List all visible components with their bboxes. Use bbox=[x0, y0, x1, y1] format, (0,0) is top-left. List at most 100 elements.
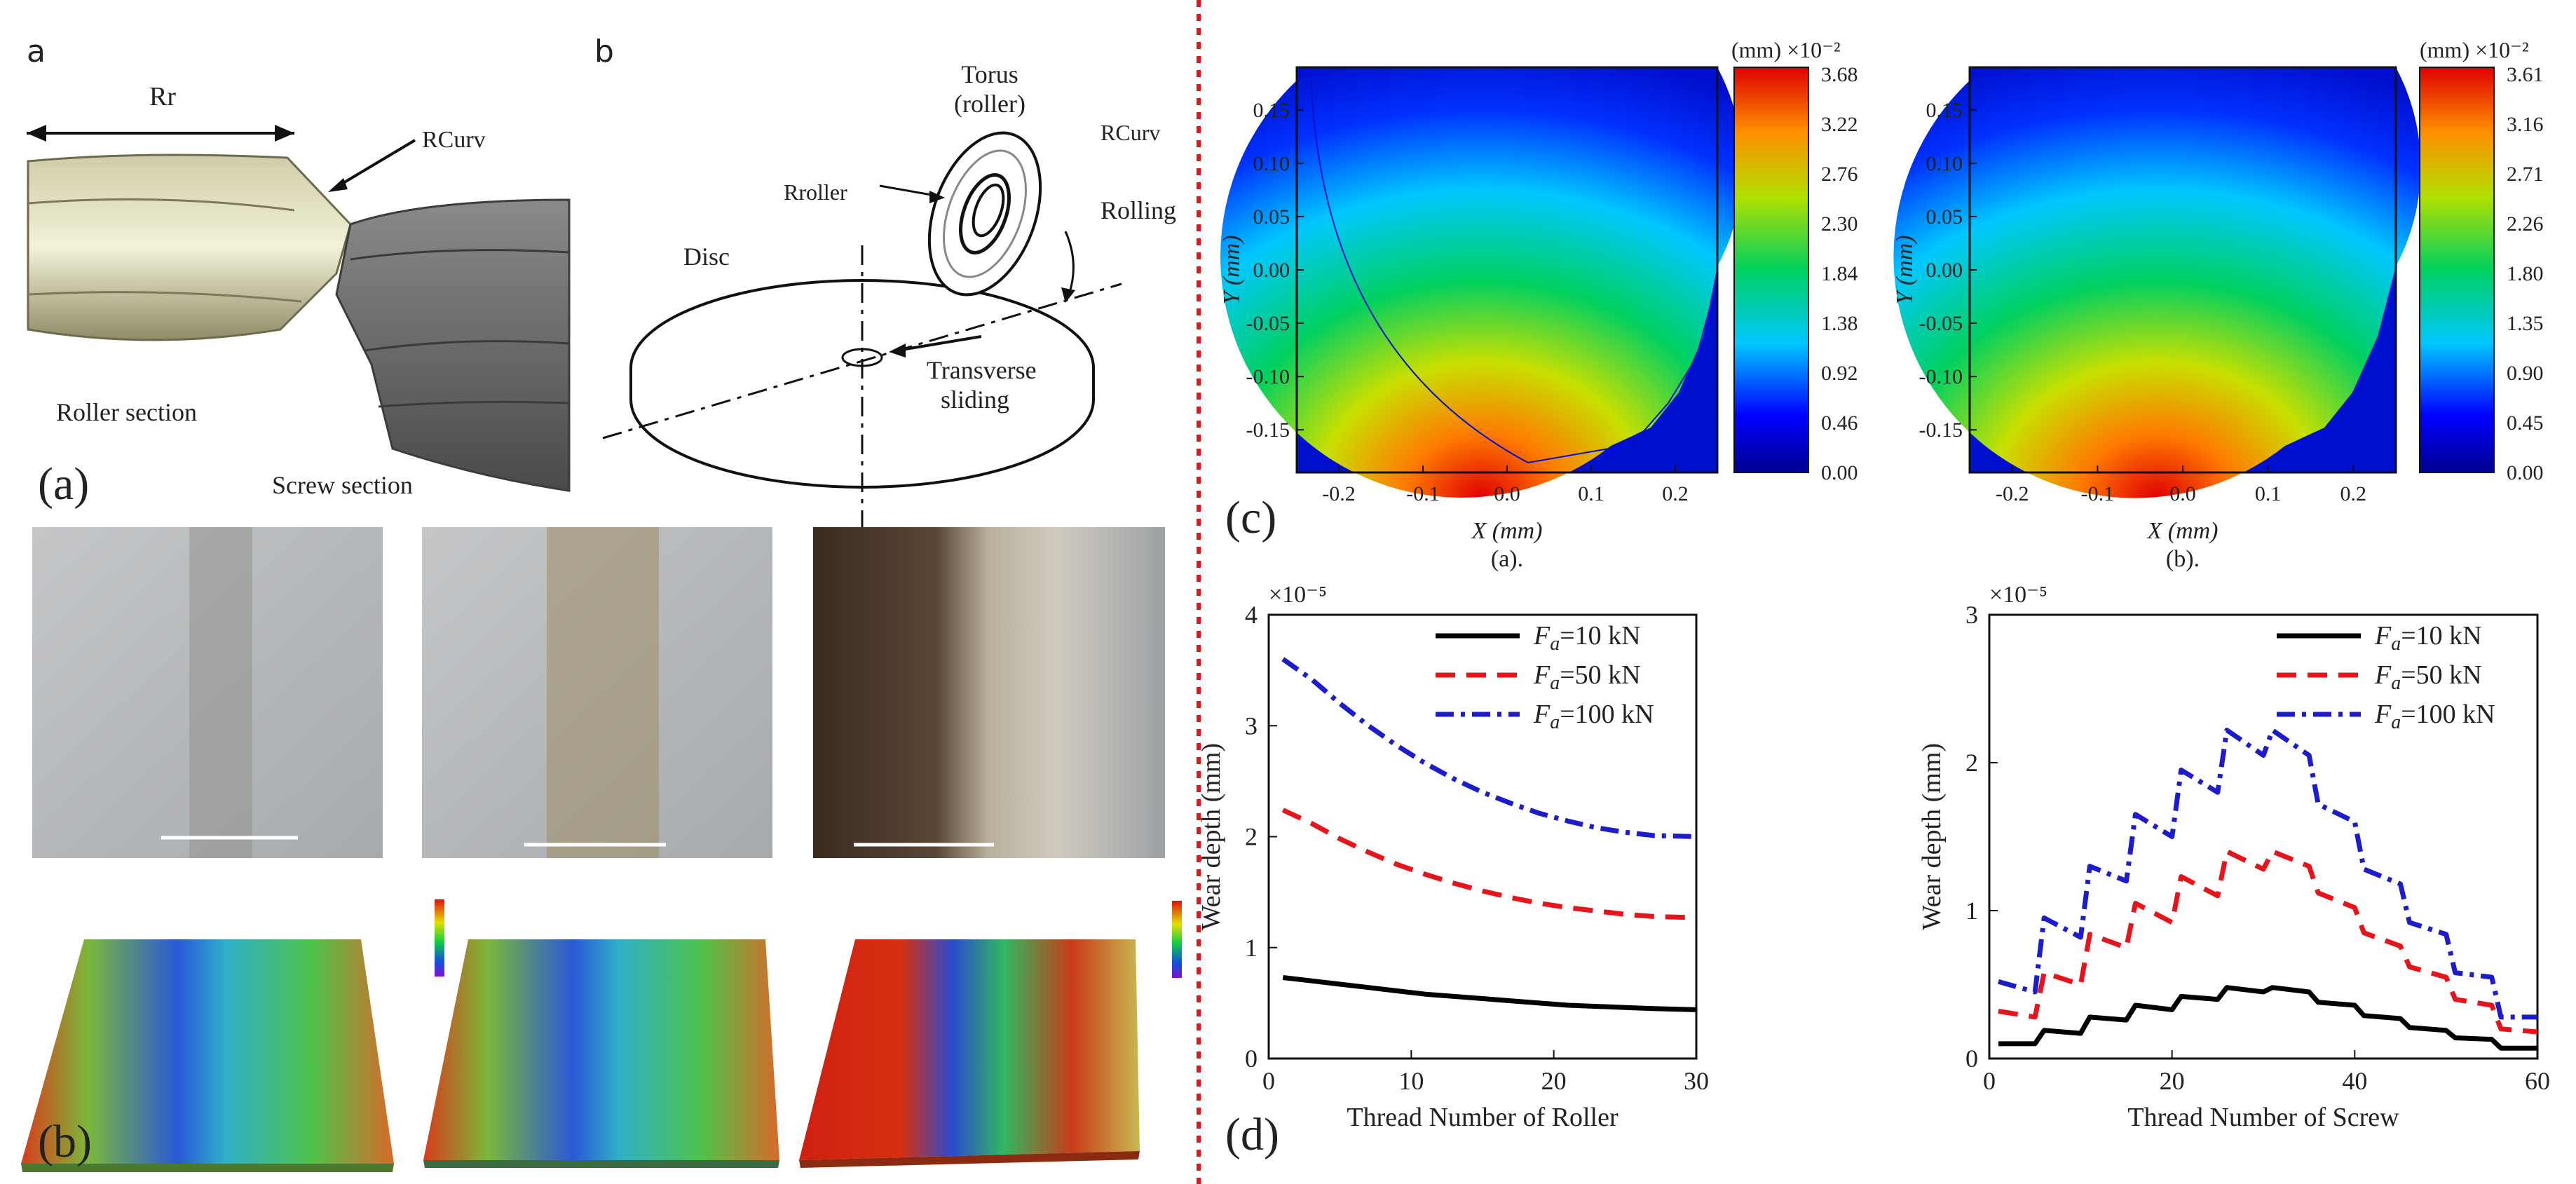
heatmap-a-ytick-label: -0.05 bbox=[1246, 312, 1290, 335]
heatmap-a-ylabel: Y (mm) bbox=[1219, 235, 1245, 304]
xtick-label: 0 bbox=[1983, 1067, 1996, 1095]
heatmap-b-xtick-label: 0.1 bbox=[2255, 482, 2282, 505]
heatmap-b-xtick-label: -0.2 bbox=[1996, 482, 2029, 505]
microscope-photos bbox=[32, 527, 1165, 858]
heatmap-b-ytick-label: -0.15 bbox=[1919, 419, 1963, 442]
label-b-small: b bbox=[594, 34, 614, 69]
roller-paren-label: (roller) bbox=[954, 90, 1025, 118]
xtick-label: 30 bbox=[1684, 1067, 1709, 1095]
ytick-label: 1 bbox=[1245, 934, 1258, 962]
surface-2 bbox=[423, 939, 779, 1160]
heatmap-a-colorbar-label: 3.22 bbox=[1821, 113, 1858, 136]
transverse-label: Transverse bbox=[927, 356, 1037, 384]
ytick-label: 2 bbox=[1965, 749, 1978, 777]
xtick-label: 40 bbox=[2342, 1067, 2367, 1095]
rr-label: Rr bbox=[149, 82, 176, 111]
legend-label: Fa=50 kN bbox=[1533, 660, 1641, 694]
heatmap-b-colorbar-label: 1.80 bbox=[2507, 262, 2544, 285]
heatmap-b-ytick-label: 0.10 bbox=[1926, 152, 1963, 175]
color-scale-1 bbox=[435, 899, 444, 977]
ytick-label: 0 bbox=[1965, 1044, 1978, 1073]
heatmap-a-sublabel: (a). bbox=[1491, 546, 1523, 572]
series-line bbox=[1998, 985, 2537, 1051]
heatmap-b-colorbar-label: 3.61 bbox=[2507, 63, 2544, 86]
ytick-label: 0 bbox=[1245, 1044, 1258, 1073]
heatmap-a-ytick-label: -0.10 bbox=[1246, 365, 1290, 388]
legend-label: Fa=100 kN bbox=[1533, 700, 1654, 733]
ytick-label: 1 bbox=[1965, 897, 1978, 925]
photo-1 bbox=[32, 527, 383, 858]
label-d: (d) bbox=[1225, 1109, 1279, 1160]
heatmap-a-colorbar-label: 1.84 bbox=[1821, 262, 1858, 285]
screw-section-label: Screw section bbox=[272, 471, 413, 499]
series-line bbox=[1998, 849, 2538, 1035]
chart-screw: 0 20 40 60 0 1 2 3 ×10⁻⁵ Thread Number of Screw We… bbox=[1917, 582, 2550, 1132]
heatmap-b: (mm) ×10⁻² X (mm) Y (mm) (b). -0.2 -0.1 0.… bbox=[1892, 37, 2544, 572]
heatmap-a-xtick-label: 0.0 bbox=[1494, 482, 1520, 505]
plot-frame bbox=[1988, 613, 2539, 1060]
heatmap-a-colorbar-label: 3.68 bbox=[1821, 63, 1858, 86]
color-scale-2 bbox=[1172, 901, 1182, 978]
surface-1 bbox=[21, 939, 394, 1164]
heatmap-b-colorbar-label: 2.71 bbox=[2507, 163, 2544, 186]
heatmap-a-ytick-label: -0.15 bbox=[1246, 419, 1290, 442]
heatmap-b-colorbar-label: 1.35 bbox=[2507, 312, 2544, 335]
heatmap-a-colorbar-label: 2.30 bbox=[1821, 212, 1858, 236]
ytick-label: 2 bbox=[1245, 823, 1258, 851]
series-line bbox=[1281, 808, 1697, 920]
xtick-label: 20 bbox=[2160, 1067, 2185, 1095]
y-exponent: ×10⁻⁵ bbox=[1989, 582, 2047, 608]
heatmap-a-xtick-label: 0.1 bbox=[1578, 482, 1604, 505]
series-line bbox=[1998, 728, 2537, 1020]
ytick-label: 3 bbox=[1965, 601, 1978, 629]
series-line bbox=[1282, 975, 1697, 1012]
heatmap-a-ytick-label: 0.15 bbox=[1253, 99, 1290, 122]
label-a-big: (a) bbox=[38, 458, 89, 510]
label-c: (c) bbox=[1225, 492, 1276, 543]
rolling-label: Rolling bbox=[1100, 196, 1176, 224]
heatmap-a-colorbar-label: 0.92 bbox=[1821, 362, 1858, 385]
heatmap-b-ytick-label: 0.05 bbox=[1926, 205, 1963, 229]
x-axis-title: Thread Number of Roller bbox=[1347, 1103, 1618, 1132]
series-line bbox=[1281, 657, 1697, 839]
y-exponent: ×10⁻⁵ bbox=[1269, 582, 1327, 608]
legend-label: Fa=50 kN bbox=[2374, 660, 2482, 694]
y-axis-title: Wear depth (mm) bbox=[1917, 743, 1947, 930]
legend-label: Fa=10 kN bbox=[2374, 621, 2482, 655]
roller-screw-illustration: Rr RCurv Roller section Screw section (a… bbox=[27, 82, 571, 510]
heatmap-a-xtick-label: -0.2 bbox=[1322, 482, 1356, 505]
heatmap-a-colorbar-label: 0.00 bbox=[1821, 461, 1858, 484]
label-a-small: a bbox=[27, 34, 46, 69]
screw-body bbox=[335, 198, 571, 492]
xtick-label: 0 bbox=[1262, 1067, 1275, 1095]
heatmap-a-ytick-label: 0.10 bbox=[1253, 152, 1290, 175]
roller-body bbox=[27, 154, 352, 341]
disc-label: Disc bbox=[683, 243, 730, 271]
rcurv-label-b: RCurv bbox=[1100, 120, 1160, 145]
heatmap-b-xtick-label: 0.0 bbox=[2169, 482, 2196, 505]
heatmap-b-colorbar-label: 0.45 bbox=[2507, 411, 2544, 435]
xtick-label: 60 bbox=[2525, 1067, 2550, 1095]
heatmap-b-ytick-label: 0.00 bbox=[1926, 259, 1963, 282]
heatmap-b-ylabel: Y (mm) bbox=[1892, 235, 1918, 304]
left-panel: a b Rr RCurv Roller section Screw sectio… bbox=[21, 34, 1182, 1172]
heatmap-b-colorbar-label: 3.16 bbox=[2507, 113, 2544, 136]
heatmap-b-ytick-label: 0.15 bbox=[1926, 99, 1963, 122]
surface-maps: (b) bbox=[21, 899, 1182, 1172]
label-b-big: (b) bbox=[38, 1116, 92, 1167]
torus-disc-illustration: Torus (roller) RCurv Rroller Rolling Dis… bbox=[602, 60, 1176, 533]
heatmap-b-colorbar-label: 0.90 bbox=[2507, 362, 2544, 385]
heatmap-a-colorbar-label: 2.76 bbox=[1821, 163, 1858, 186]
rroller-label: Rroller bbox=[784, 179, 847, 205]
heatmap-a: (mm) ×10⁻² X (mm) Y (mm) (a). -0.2 -0.1 0.… bbox=[1219, 37, 1858, 572]
photo-3 bbox=[813, 527, 1165, 858]
surface-3 bbox=[799, 939, 1140, 1160]
heatmap-b-sublabel: (b). bbox=[2166, 546, 2200, 572]
x-axis-title: Thread Number of Screw bbox=[2127, 1103, 2399, 1132]
heatmap-a-xtick-label: 0.2 bbox=[1662, 482, 1689, 505]
roller-section-label: Roller section bbox=[56, 398, 197, 426]
heatmap-b-colorbar-label: 0.00 bbox=[2507, 461, 2544, 484]
ytick-label: 4 bbox=[1245, 601, 1258, 629]
legend-label: Fa=10 kN bbox=[1533, 621, 1641, 655]
